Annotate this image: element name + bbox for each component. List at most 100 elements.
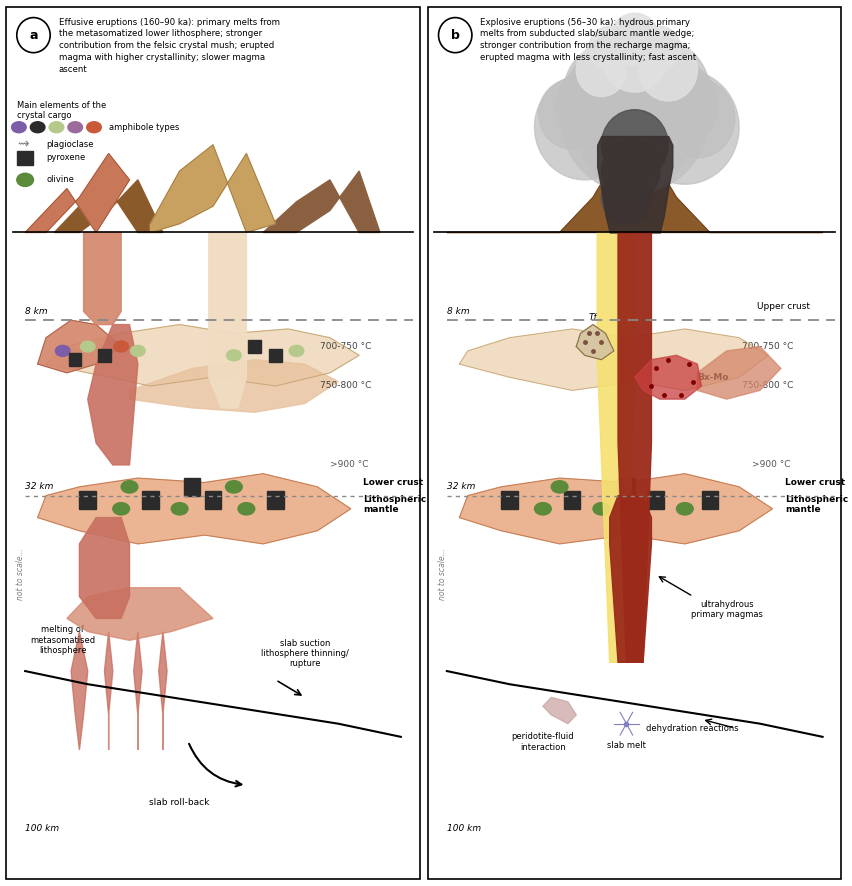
Text: Upper crust: Upper crust	[757, 302, 810, 312]
Bar	[17, 152, 33, 165]
Circle shape	[610, 13, 659, 66]
Circle shape	[580, 35, 648, 105]
Ellipse shape	[17, 174, 33, 186]
Circle shape	[602, 140, 659, 202]
Polygon shape	[618, 232, 652, 662]
Ellipse shape	[55, 346, 70, 356]
Circle shape	[439, 18, 472, 52]
Text: 100 km: 100 km	[26, 825, 60, 834]
Ellipse shape	[121, 481, 138, 493]
Polygon shape	[158, 632, 167, 750]
Polygon shape	[543, 697, 576, 724]
Text: Explosive eruptions (56–30 ka): hydrous primary
melts from subducted slab/subarc: Explosive eruptions (56–30 ka): hydrous …	[481, 18, 697, 62]
Ellipse shape	[171, 502, 188, 515]
Ellipse shape	[130, 346, 145, 356]
Text: dehydration reactions: dehydration reactions	[647, 724, 740, 733]
Circle shape	[630, 70, 740, 184]
Bar	[501, 491, 518, 509]
Ellipse shape	[551, 481, 568, 493]
Bar	[268, 491, 284, 509]
Circle shape	[593, 31, 676, 119]
Text: not to scale...: not to scale...	[438, 548, 447, 601]
Polygon shape	[105, 632, 112, 750]
Polygon shape	[263, 171, 380, 232]
Text: slab melt: slab melt	[607, 742, 646, 750]
Ellipse shape	[226, 481, 242, 493]
Text: Main elements of the
crystal cargo: Main elements of the crystal cargo	[17, 101, 106, 120]
Text: amphibole types: amphibole types	[109, 123, 179, 132]
Circle shape	[580, 79, 689, 193]
Polygon shape	[597, 232, 635, 662]
Bar	[204, 491, 222, 509]
Polygon shape	[79, 517, 130, 618]
Text: b: b	[451, 28, 460, 42]
Text: Effusive eruptions (160–90 ka): primary melts from
the metasomatized lower litho: Effusive eruptions (160–90 ka): primary …	[59, 18, 279, 74]
Ellipse shape	[676, 502, 694, 515]
Polygon shape	[71, 632, 88, 750]
Text: 700-750 °C: 700-750 °C	[320, 342, 371, 351]
Ellipse shape	[12, 121, 26, 133]
Polygon shape	[67, 587, 213, 641]
Text: Tf: Tf	[589, 314, 597, 323]
Text: 8 km: 8 km	[447, 307, 469, 315]
Polygon shape	[26, 153, 130, 232]
Polygon shape	[698, 346, 780, 399]
Text: >900 °C: >900 °C	[330, 461, 368, 470]
Circle shape	[618, 35, 694, 114]
Bar	[79, 491, 96, 509]
Text: Lithospheric
mantle: Lithospheric mantle	[363, 494, 427, 514]
Polygon shape	[610, 495, 652, 662]
Text: pyroxene: pyroxene	[46, 153, 85, 162]
Circle shape	[589, 27, 630, 70]
Text: 700-750 °C: 700-750 °C	[742, 342, 793, 351]
Ellipse shape	[31, 121, 45, 133]
Text: >900 °C: >900 °C	[751, 461, 790, 470]
Polygon shape	[151, 144, 276, 232]
Circle shape	[17, 18, 50, 52]
Text: 8 km: 8 km	[26, 307, 48, 315]
Ellipse shape	[227, 350, 241, 361]
Circle shape	[602, 110, 668, 180]
Text: 750-800 °C: 750-800 °C	[320, 382, 371, 391]
Bar	[249, 340, 261, 354]
Text: 750-800 °C: 750-800 °C	[742, 382, 793, 391]
Ellipse shape	[289, 346, 304, 356]
Ellipse shape	[238, 502, 255, 515]
Polygon shape	[635, 355, 701, 399]
Circle shape	[602, 171, 652, 223]
Polygon shape	[37, 474, 351, 544]
Polygon shape	[83, 232, 121, 324]
Circle shape	[635, 61, 718, 149]
Text: 32 km: 32 km	[447, 482, 475, 491]
Polygon shape	[46, 324, 360, 386]
Ellipse shape	[112, 502, 130, 515]
Bar	[648, 491, 664, 509]
Text: not to scale...: not to scale...	[16, 548, 26, 601]
Polygon shape	[576, 324, 613, 360]
Polygon shape	[37, 320, 121, 373]
Text: melting of
metasomatised
lithosphere: melting of metasomatised lithosphere	[30, 626, 95, 656]
Circle shape	[639, 27, 681, 70]
Text: ⇝: ⇝	[17, 137, 28, 152]
Text: olivine: olivine	[46, 175, 74, 184]
Bar	[98, 349, 111, 361]
Ellipse shape	[593, 502, 610, 515]
Polygon shape	[459, 474, 773, 544]
Text: a: a	[29, 28, 37, 42]
Circle shape	[564, 44, 656, 140]
Polygon shape	[447, 162, 823, 232]
Bar	[701, 491, 718, 509]
Circle shape	[538, 79, 606, 149]
Polygon shape	[459, 329, 769, 391]
Circle shape	[560, 35, 710, 193]
Circle shape	[534, 74, 635, 180]
Ellipse shape	[114, 341, 129, 352]
Ellipse shape	[49, 121, 64, 133]
Text: peridotite-fluid
interaction: peridotite-fluid interaction	[511, 733, 574, 752]
Bar	[269, 349, 282, 361]
Circle shape	[659, 79, 735, 158]
Text: slab roll-back: slab roll-back	[149, 798, 210, 807]
Polygon shape	[88, 324, 138, 465]
Ellipse shape	[68, 121, 83, 133]
Text: Lower crust: Lower crust	[785, 478, 845, 487]
